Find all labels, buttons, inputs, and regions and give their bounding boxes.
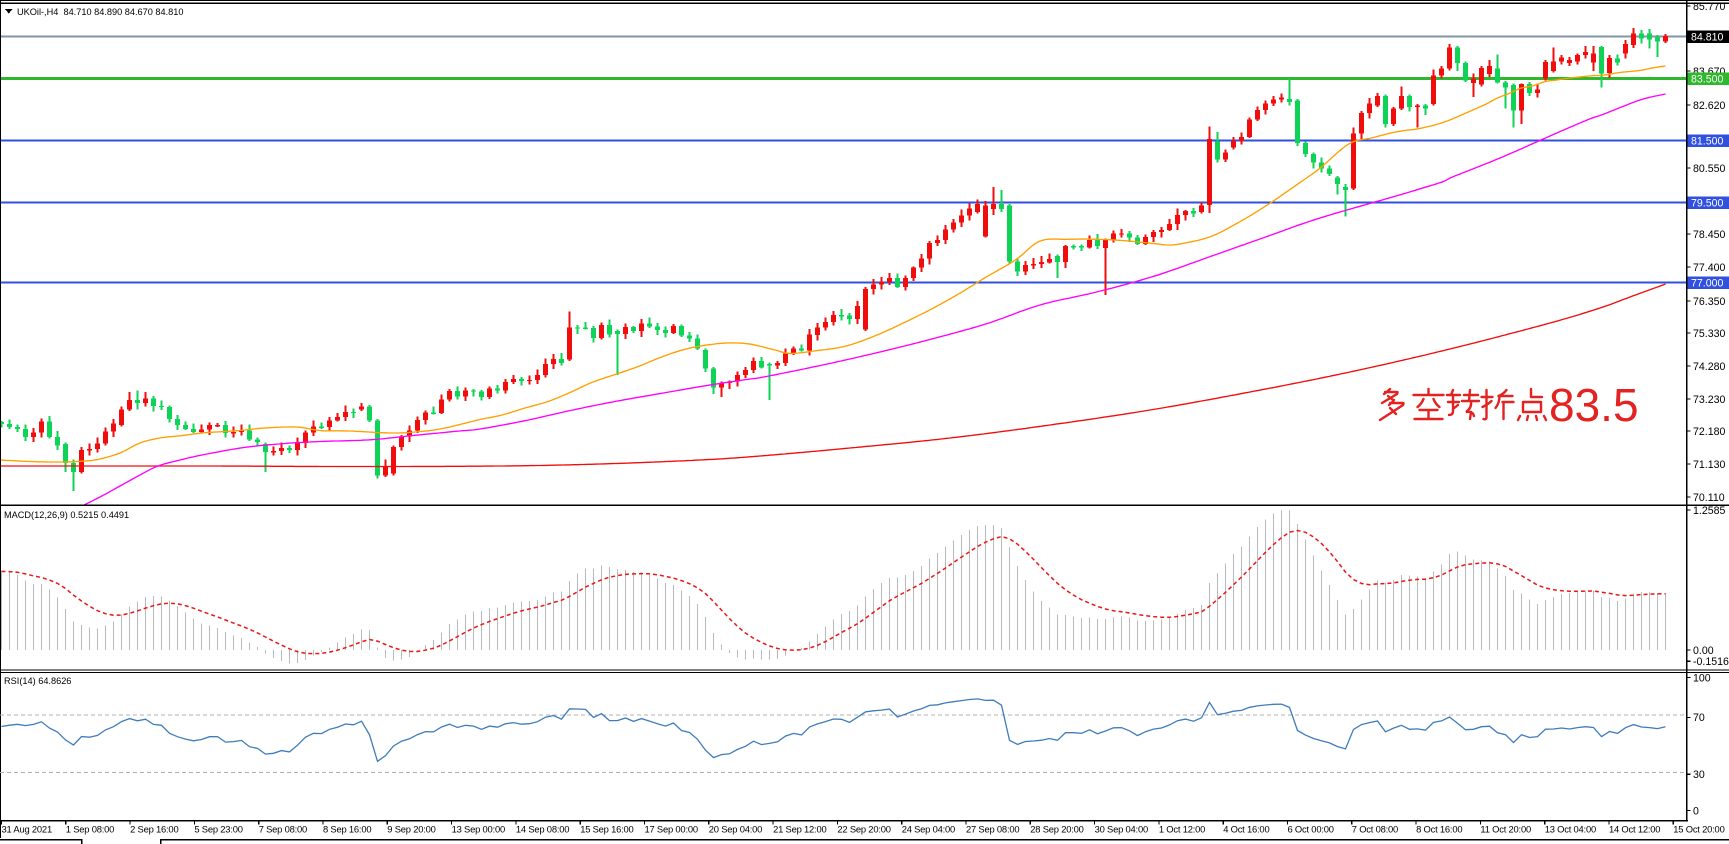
svg-text:77.400: 77.400 xyxy=(1693,262,1726,274)
svg-text:75.330: 75.330 xyxy=(1693,328,1726,340)
svg-text:2 Sep 16:00: 2 Sep 16:00 xyxy=(130,824,178,835)
svg-text:14 Oct 12:00: 14 Oct 12:00 xyxy=(1609,824,1660,835)
svg-text:70.110: 70.110 xyxy=(1693,492,1725,504)
svg-text:100: 100 xyxy=(1693,672,1711,684)
svg-text:11 Oct 20:00: 11 Oct 20:00 xyxy=(1480,824,1531,835)
svg-text:27 Sep 08:00: 27 Sep 08:00 xyxy=(966,824,1019,835)
svg-text:15 Oct 20:00: 15 Oct 20:00 xyxy=(1673,824,1724,835)
svg-text:30 Sep 04:00: 30 Sep 04:00 xyxy=(1095,824,1148,835)
svg-text:RSI(14) 64.8626: RSI(14) 64.8626 xyxy=(4,676,71,686)
svg-text:78.450: 78.450 xyxy=(1693,229,1726,241)
svg-text:1 Sep 08:00: 1 Sep 08:00 xyxy=(66,824,114,835)
svg-text:4 Oct 16:00: 4 Oct 16:00 xyxy=(1223,824,1269,835)
svg-text:MACD(12,26,9) 0.5215 0.4491: MACD(12,26,9) 0.5215 0.4491 xyxy=(4,510,129,520)
svg-text:84.810: 84.810 xyxy=(1691,31,1724,43)
svg-text:0.00: 0.00 xyxy=(1693,645,1714,657)
svg-text:77.000: 77.000 xyxy=(1691,277,1724,289)
svg-text:20 Sep 04:00: 20 Sep 04:00 xyxy=(709,824,762,835)
svg-text:UKOil-,H4 84.710 84.890 84.67: UKOil-,H4 84.710 84.890 84.670 84.810 xyxy=(17,7,184,17)
svg-text:81.500: 81.500 xyxy=(1691,135,1724,147)
svg-text:7 Sep 08:00: 7 Sep 08:00 xyxy=(259,824,307,835)
svg-text:0: 0 xyxy=(1693,805,1699,817)
svg-text:71.130: 71.130 xyxy=(1693,459,1726,471)
svg-text:28 Sep 20:00: 28 Sep 20:00 xyxy=(1030,824,1083,835)
svg-text:79.500: 79.500 xyxy=(1691,197,1724,209)
svg-text:8 Sep 16:00: 8 Sep 16:00 xyxy=(323,824,371,835)
svg-text:85.770: 85.770 xyxy=(1693,1,1726,13)
svg-text:82.620: 82.620 xyxy=(1693,100,1726,112)
svg-text:6 Oct 00:00: 6 Oct 00:00 xyxy=(1288,824,1334,835)
svg-text:21 Sep 12:00: 21 Sep 12:00 xyxy=(773,824,826,835)
svg-text:13 Oct 04:00: 13 Oct 04:00 xyxy=(1545,824,1596,835)
svg-text:83.5: 83.5 xyxy=(1549,379,1639,431)
svg-text:-0.1516: -0.1516 xyxy=(1693,656,1729,668)
svg-text:72.180: 72.180 xyxy=(1693,426,1726,438)
svg-text:1.2585: 1.2585 xyxy=(1693,505,1726,517)
svg-text:83.500: 83.500 xyxy=(1691,73,1724,85)
svg-text:7 Oct 08:00: 7 Oct 08:00 xyxy=(1352,824,1398,835)
svg-text:5 Sep 23:00: 5 Sep 23:00 xyxy=(194,824,242,835)
svg-text:14 Sep 08:00: 14 Sep 08:00 xyxy=(516,824,569,835)
svg-text:17 Sep 00:00: 17 Sep 00:00 xyxy=(645,824,698,835)
svg-text:31 Aug 2021: 31 Aug 2021 xyxy=(2,824,52,835)
svg-text:70: 70 xyxy=(1693,712,1705,724)
svg-text:22 Sep 20:00: 22 Sep 20:00 xyxy=(837,824,890,835)
svg-text:9 Sep 20:00: 9 Sep 20:00 xyxy=(387,824,435,835)
svg-text:74.280: 74.280 xyxy=(1693,361,1726,373)
svg-text:8 Oct 16:00: 8 Oct 16:00 xyxy=(1416,824,1462,835)
svg-text:73.230: 73.230 xyxy=(1693,394,1726,406)
svg-text:30: 30 xyxy=(1693,769,1705,781)
svg-text:15 Sep 16:00: 15 Sep 16:00 xyxy=(580,824,633,835)
svg-text:1 Oct 12:00: 1 Oct 12:00 xyxy=(1159,824,1205,835)
svg-text:13 Sep 00:00: 13 Sep 00:00 xyxy=(452,824,505,835)
svg-text:76.350: 76.350 xyxy=(1693,296,1726,308)
svg-text:24 Sep 04:00: 24 Sep 04:00 xyxy=(902,824,955,835)
svg-text:80.550: 80.550 xyxy=(1693,163,1726,175)
